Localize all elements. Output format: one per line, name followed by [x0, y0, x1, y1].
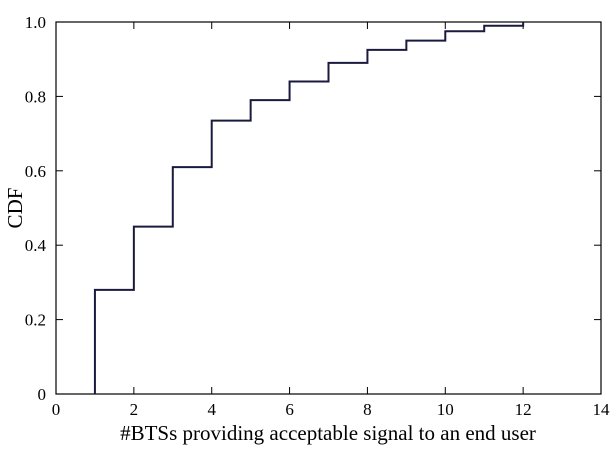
- y-tick-label: 0.2: [25, 311, 46, 330]
- cdf-step-line: [93, 22, 525, 394]
- x-axis-title: #BTSs providing acceptable signal to an …: [120, 421, 536, 445]
- x-tick-label: 8: [363, 400, 372, 419]
- y-tick-label: 0: [38, 385, 47, 404]
- y-tick-label: 0.4: [25, 236, 47, 255]
- x-tick-label: 0: [52, 400, 61, 419]
- x-tick-label: 14: [593, 400, 611, 419]
- x-tick-label: 12: [515, 400, 532, 419]
- y-axis-title: CDF: [3, 188, 27, 229]
- y-tick-label: 1.0: [25, 13, 46, 32]
- x-tick-label: 10: [437, 400, 454, 419]
- x-tick-labels: 0 2 4 6 8 10 12 14: [52, 400, 610, 419]
- x-tick-label: 4: [207, 400, 216, 419]
- y-tick-label: 0.8: [25, 87, 46, 106]
- y-tick-labels: 0 0.2 0.4 0.6 0.8 1.0: [25, 13, 47, 404]
- plot-frame: [55, 21, 602, 395]
- x-tick-label: 6: [285, 400, 294, 419]
- series-layer: [93, 21, 525, 394]
- x-tick-label: 2: [130, 400, 139, 419]
- y-tick-label: 0.6: [25, 162, 46, 181]
- axis-ticks: [55, 21, 602, 395]
